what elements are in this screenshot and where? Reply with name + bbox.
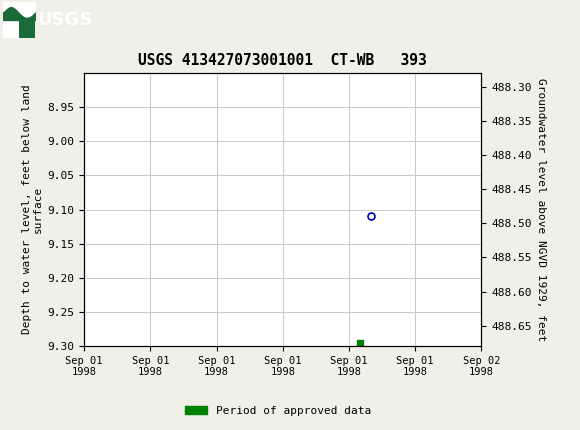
Y-axis label: Groundwater level above NGVD 1929, feet: Groundwater level above NGVD 1929, feet: [536, 78, 546, 341]
Text: USGS: USGS: [38, 11, 93, 29]
Bar: [19, 2, 35, 20]
Bar: [3, 20, 19, 38]
Legend: Period of approved data: Period of approved data: [181, 401, 376, 420]
Bar: [3, 2, 19, 20]
Title: USGS 413427073001001  CT-WB   393: USGS 413427073001001 CT-WB 393: [139, 53, 427, 68]
Y-axis label: Depth to water level, feet below land
surface: Depth to water level, feet below land su…: [21, 85, 44, 335]
Bar: [19, 20, 35, 38]
